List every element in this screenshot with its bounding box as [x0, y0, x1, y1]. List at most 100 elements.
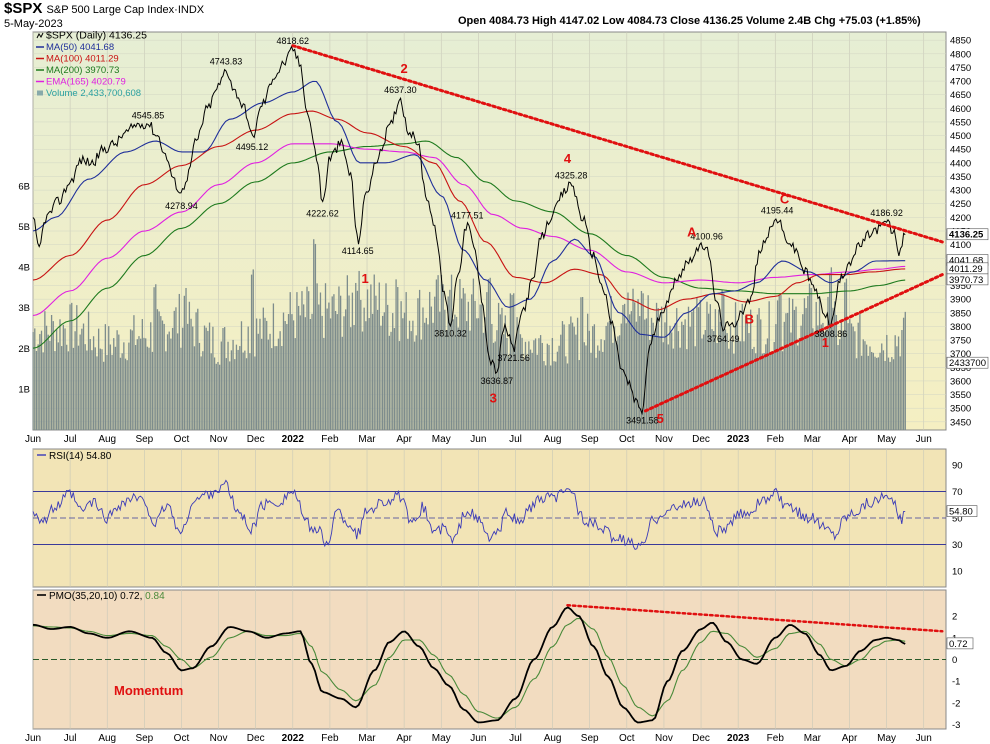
y-tick-label: 4300	[950, 186, 971, 197]
volume-bar	[133, 315, 135, 430]
volume-bar	[40, 330, 43, 430]
price-value-label: 3491.58	[626, 416, 659, 426]
ma200-line	[32, 140, 906, 349]
volume-bar	[365, 321, 367, 430]
volume-bar	[32, 332, 34, 430]
volume-bar	[156, 309, 159, 430]
volume-bar	[140, 338, 142, 430]
volume-bar	[50, 314, 53, 430]
volume-bar	[343, 316, 345, 430]
volume-bar	[466, 321, 468, 430]
price-value-label: 4743.83	[210, 56, 243, 66]
x-tick-label: Feb	[767, 434, 785, 445]
y-tick-label: 4600	[950, 104, 971, 115]
y-tick-label: 4250	[950, 199, 971, 210]
y-tick-label: 4200	[950, 213, 971, 224]
volume-bar	[746, 320, 748, 430]
volume-bar	[664, 322, 666, 430]
volume-bar	[308, 291, 310, 430]
volume-bar	[222, 328, 224, 430]
volume-bar	[190, 318, 192, 430]
rsi-tick-label: 30	[952, 540, 963, 551]
price-value-label: 4186.92	[870, 208, 903, 218]
y-tick-label: 4350	[950, 172, 971, 183]
volume-bar	[563, 324, 565, 430]
volume-bar	[679, 347, 681, 430]
volume-bar	[585, 345, 587, 430]
volume-bar	[560, 334, 562, 430]
volume-bar	[610, 296, 612, 430]
volume-bar	[538, 338, 540, 430]
volume-bar	[887, 357, 890, 430]
volume-bar	[111, 354, 113, 430]
volume-bar	[865, 344, 868, 430]
volume-bar	[612, 342, 614, 430]
volume-bar	[765, 344, 767, 430]
volume-bar	[583, 342, 585, 430]
volume-bar	[874, 356, 876, 430]
volume-bar	[383, 312, 385, 430]
volume-bar	[62, 324, 64, 430]
volume-bar	[817, 325, 819, 430]
volume-bar	[672, 348, 675, 430]
x-tick-label-bottom: Nov	[210, 733, 228, 744]
volume-bar	[444, 309, 446, 430]
volume-bar	[840, 322, 843, 430]
volume-bar	[388, 335, 391, 430]
volume-bar	[855, 358, 858, 430]
volume-bar	[543, 361, 545, 430]
volume-bar	[123, 342, 125, 430]
pmo-line	[32, 606, 906, 724]
x-tick-label-bottom: Aug	[544, 733, 562, 744]
volume-bar	[450, 274, 453, 430]
volume-bar	[79, 334, 81, 430]
x-tick-label: 2023	[727, 434, 750, 445]
volume-bar	[627, 292, 629, 430]
legend-volume-swatch	[37, 90, 43, 96]
rsi-legend-label: RSI(14) 54.80	[49, 451, 112, 462]
volume-bar	[709, 304, 711, 430]
volume-bar	[257, 333, 259, 430]
x-tick-label-bottom: May	[432, 733, 451, 744]
x-tick-label-bottom: Oct	[619, 733, 635, 744]
legend-ma200-label: MA(200) 3970.73	[46, 65, 119, 76]
volume-bar	[119, 357, 122, 430]
volume-bar	[45, 325, 48, 430]
volume-tick-label: 3B	[18, 303, 30, 314]
volume-bar	[242, 352, 244, 430]
pmo-tick-label: 2	[952, 612, 957, 623]
volume-bar	[659, 336, 661, 430]
volume-bar	[153, 287, 155, 430]
volume-bar	[807, 296, 809, 430]
volume-bar	[217, 361, 219, 430]
volume-bar	[587, 313, 589, 430]
volume-bar	[739, 341, 742, 430]
x-tick-label-bottom: Jun	[25, 733, 41, 744]
volume-bar	[839, 339, 841, 430]
volume-bar	[899, 356, 901, 430]
x-tick-label-bottom: Apr	[396, 733, 412, 744]
volume-bar	[901, 330, 903, 430]
x-tick-label: Dec	[247, 434, 265, 445]
volume-bar	[642, 293, 644, 430]
volume-bar	[827, 296, 829, 430]
volume-bar	[445, 330, 448, 430]
x-tick-label: Mar	[358, 434, 376, 445]
volume-bar	[595, 357, 597, 430]
volume-bar	[534, 338, 537, 430]
volume-bar	[602, 351, 604, 430]
volume-bar	[35, 350, 38, 430]
price-value-label: 4114.65	[342, 246, 374, 256]
price-badge-bg	[946, 228, 989, 241]
legend-ma100-label: MA(100) 4011.29	[46, 54, 119, 65]
volume-bar	[299, 315, 301, 430]
volume-bar	[269, 333, 271, 430]
volume-bar	[721, 289, 723, 430]
volume-bar	[697, 307, 700, 430]
volume-bar	[413, 341, 416, 430]
volume-bar	[481, 304, 483, 430]
volume-bar	[662, 342, 664, 430]
volume-bar	[521, 337, 523, 430]
volume-bar	[523, 360, 525, 430]
volume-bar	[109, 344, 112, 430]
